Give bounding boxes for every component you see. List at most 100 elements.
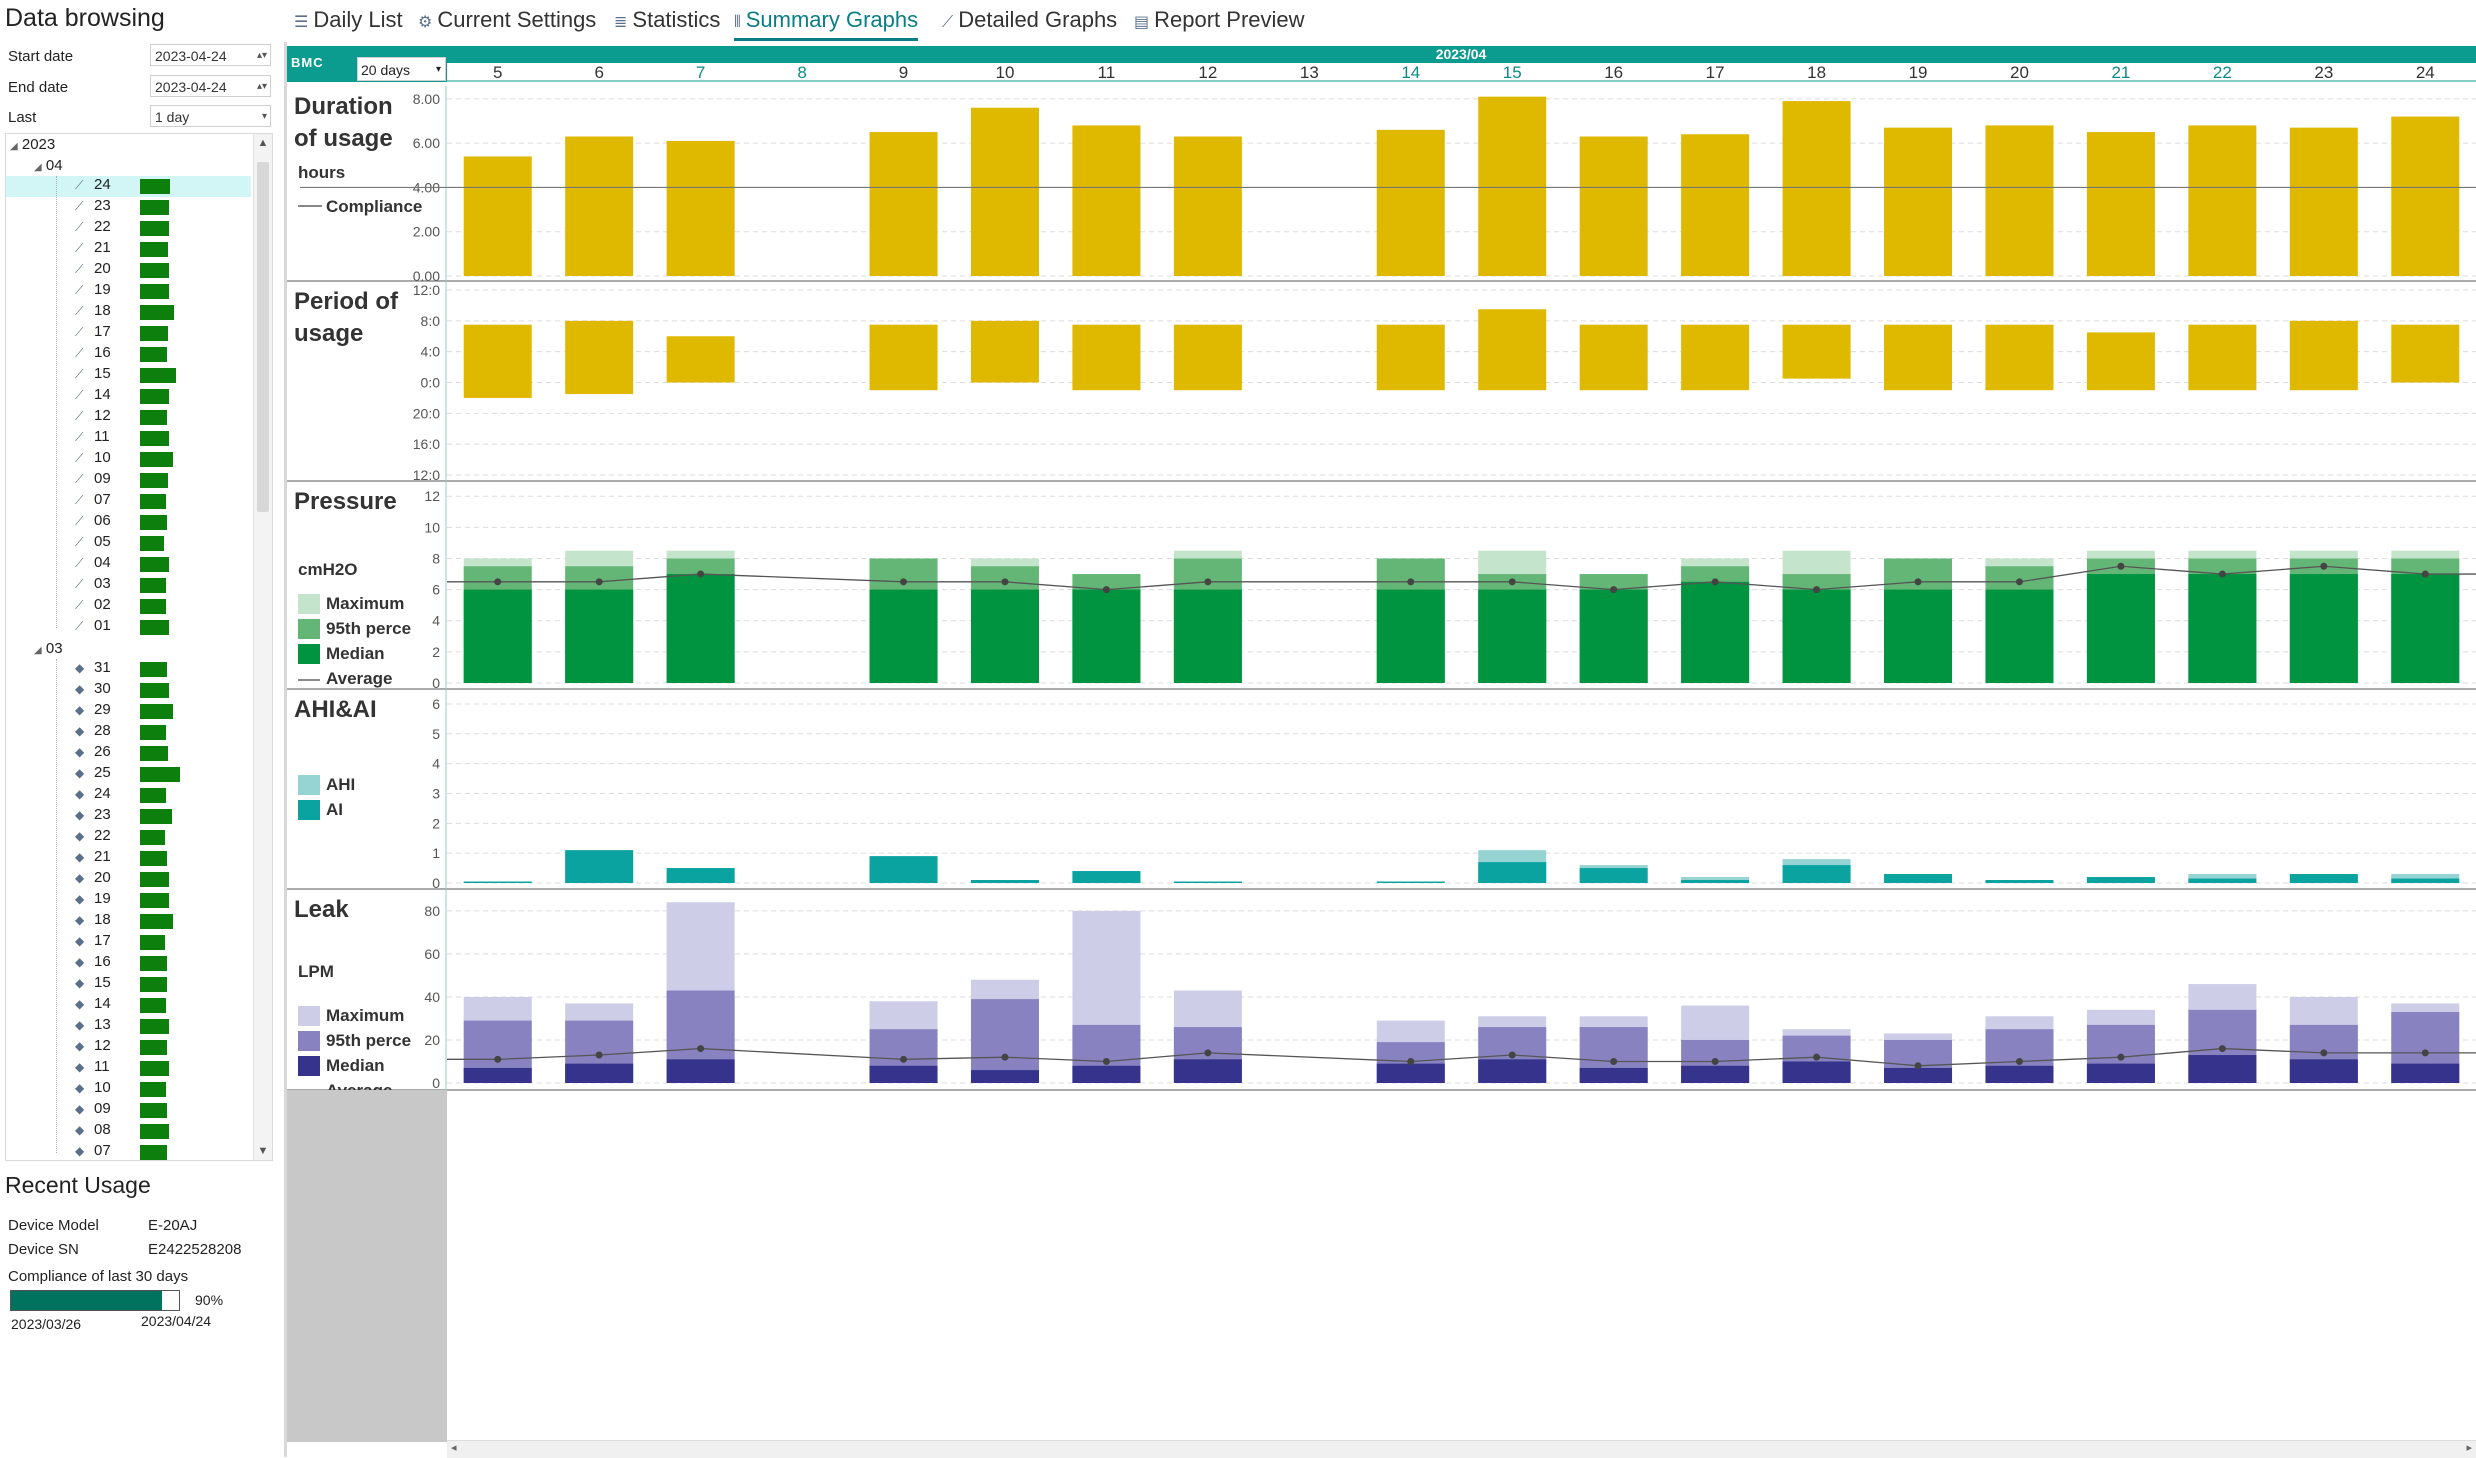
end-date-label: End date (8, 79, 69, 96)
tree-day-item[interactable]: ⟋ 10 (6, 449, 251, 470)
tree-day-item[interactable]: ◆ 08 (6, 1121, 251, 1142)
tree-day-item[interactable]: ◆ 21 (6, 848, 251, 869)
tree-scrollbar[interactable]: ▲ ▼ (253, 134, 272, 1160)
tree-day-item[interactable]: ◆ 22 (6, 827, 251, 848)
date-tree[interactable]: ◢ 2023 ◢ 04 ⟋ 24 ⟋ 23 ⟋ 22 ⟋ 21 ⟋ 20 (5, 133, 273, 1161)
tab-daily-list[interactable]: ☰ Daily List (294, 4, 403, 36)
tree-day-item[interactable]: ◆ 14 (6, 995, 251, 1016)
bar-median (1884, 1067, 1953, 1083)
tree-day-label: 09 (94, 470, 111, 487)
day-label: 22 (2213, 63, 2232, 82)
tab-current-settings[interactable]: ⚙ Current Settings (418, 4, 596, 36)
average-point (1508, 1051, 1516, 1059)
average-point (1914, 578, 1922, 586)
tree-day-item[interactable]: ⟋ 16 (6, 344, 251, 365)
scroll-left-icon[interactable]: ◂ (451, 1442, 457, 1454)
graph-icon: ⟋ (75, 619, 84, 633)
average-point (2320, 562, 2328, 570)
tree-day-item[interactable]: ⟋ 22 (6, 218, 251, 239)
tree-day-item[interactable]: ⟋ 07 (6, 491, 251, 512)
legend-swatch (298, 775, 320, 795)
tab-detailed-graphs[interactable]: ⟋ Detailed Graphs (942, 4, 1117, 36)
tree-day-item[interactable]: ⟋ 01 (6, 617, 251, 638)
tree-day-item[interactable]: ◆ 24 (6, 785, 251, 806)
tree-day-item[interactable]: ◆ 17 (6, 932, 251, 953)
scroll-right-icon[interactable]: ▸ (2466, 1442, 2472, 1454)
tree-day-item[interactable]: ◆ 28 (6, 722, 251, 743)
tab-report-preview[interactable]: ▤ Report Preview (1134, 4, 1305, 36)
tree-day-item[interactable]: ◆ 16 (6, 953, 251, 974)
day-label: 15 (1503, 63, 1522, 82)
tree-day-label: 14 (94, 386, 111, 403)
tree-day-item[interactable]: ⟋ 05 (6, 533, 251, 554)
ai-bar (2391, 878, 2460, 883)
tree-day-item[interactable]: ⟋ 06 (6, 512, 251, 533)
range-select[interactable]: 20 days ▾ (357, 57, 446, 81)
tree-day-item[interactable]: ◆ 31 (6, 659, 251, 680)
tree-day-item[interactable]: ◆ 30 (6, 680, 251, 701)
tree-day-item[interactable]: ⟋ 14 (6, 386, 251, 407)
usage-bar (140, 725, 166, 740)
usage-bar (140, 851, 167, 866)
last-select[interactable]: 1 day ▾ (150, 105, 271, 127)
tree-day-item[interactable]: ⟋ 15 (6, 365, 251, 386)
tree-day-item[interactable]: ⟋ 09 (6, 470, 251, 491)
tree-day-item[interactable]: ◆ 26 (6, 743, 251, 764)
graph-icon: ⟋ (75, 535, 84, 549)
tree-day-item[interactable]: ⟋ 18 (6, 302, 251, 323)
tree-month[interactable]: ◢ 03 (34, 638, 63, 659)
tree-day-item[interactable]: ⟋ 04 (6, 554, 251, 575)
scroll-down-icon[interactable]: ▼ (257, 1145, 269, 1157)
tree-day-item[interactable]: ⟋ 19 (6, 281, 251, 302)
tree-year[interactable]: ◢ 2023 (10, 134, 55, 155)
tree-day-label: 10 (94, 449, 111, 466)
tree-day-item[interactable]: ◆ 07 (6, 1142, 251, 1160)
tree-day-label: 08 (94, 1121, 111, 1138)
day-label: 20 (2010, 63, 2029, 82)
bar-median (1376, 1063, 1445, 1083)
tree-day-item[interactable]: ◆ 19 (6, 890, 251, 911)
tree-day-item[interactable]: ◆ 15 (6, 974, 251, 995)
period-bar (2086, 332, 2155, 391)
tree-day-item[interactable]: ◆ 20 (6, 869, 251, 890)
tree-day-item[interactable]: ⟋ 24 (6, 176, 251, 197)
tree-day-item[interactable]: ⟋ 21 (6, 239, 251, 260)
duration-bar (1478, 96, 1547, 277)
y-tick-label: 0:0 (421, 375, 441, 391)
usage-bar (140, 326, 168, 341)
data-icon: ◆ (75, 850, 85, 864)
tree-day-item[interactable]: ◆ 23 (6, 806, 251, 827)
scroll-thumb[interactable] (257, 162, 269, 512)
tree-day-item[interactable]: ⟋ 12 (6, 407, 251, 428)
tree-day-label: 09 (94, 1100, 111, 1117)
horizontal-scrollbar[interactable]: ◂ ▸ (447, 1440, 2476, 1458)
tree-day-item[interactable]: ◆ 09 (6, 1100, 251, 1121)
unit-label: hours (298, 163, 345, 182)
tree-day-item[interactable]: ◆ 25 (6, 764, 251, 785)
average-point (2421, 1049, 2429, 1057)
tree-day-item[interactable]: ⟋ 20 (6, 260, 251, 281)
tab-summary-graphs[interactable]: ⫴ Summary Graphs (734, 4, 919, 41)
tree-day-item[interactable]: ◆ 13 (6, 1016, 251, 1037)
tree-day-item[interactable]: ⟋ 11 (6, 428, 251, 449)
y-tick-label: 12 (424, 488, 440, 504)
tree-day-item[interactable]: ◆ 12 (6, 1037, 251, 1058)
tree-day-item[interactable]: ⟋ 23 (6, 197, 251, 218)
duration-bar (1579, 136, 1648, 276)
end-date-picker[interactable]: 2023-04-24 ▴▾ (150, 75, 271, 97)
tab-label: Detailed Graphs (958, 7, 1118, 32)
legend-label: Average (326, 669, 392, 688)
start-date-picker[interactable]: 2023-04-24 ▴▾ (150, 44, 271, 66)
tree-day-item[interactable]: ⟋ 02 (6, 596, 251, 617)
tree-day-item[interactable]: ⟋ 03 (6, 575, 251, 596)
tree-day-item[interactable]: ⟋ 17 (6, 323, 251, 344)
graph-icon: ⟋ (75, 199, 84, 213)
tab-statistics[interactable]: ≣ Statistics (614, 4, 720, 36)
tree-day-item[interactable]: ◆ 18 (6, 911, 251, 932)
average-point (2015, 1057, 2023, 1065)
tree-day-item[interactable]: ◆ 29 (6, 701, 251, 722)
tree-day-item[interactable]: ◆ 10 (6, 1079, 251, 1100)
tree-day-item[interactable]: ◆ 11 (6, 1058, 251, 1079)
tree-month[interactable]: ◢ 04 (34, 155, 63, 176)
scroll-up-icon[interactable]: ▲ (257, 137, 269, 149)
